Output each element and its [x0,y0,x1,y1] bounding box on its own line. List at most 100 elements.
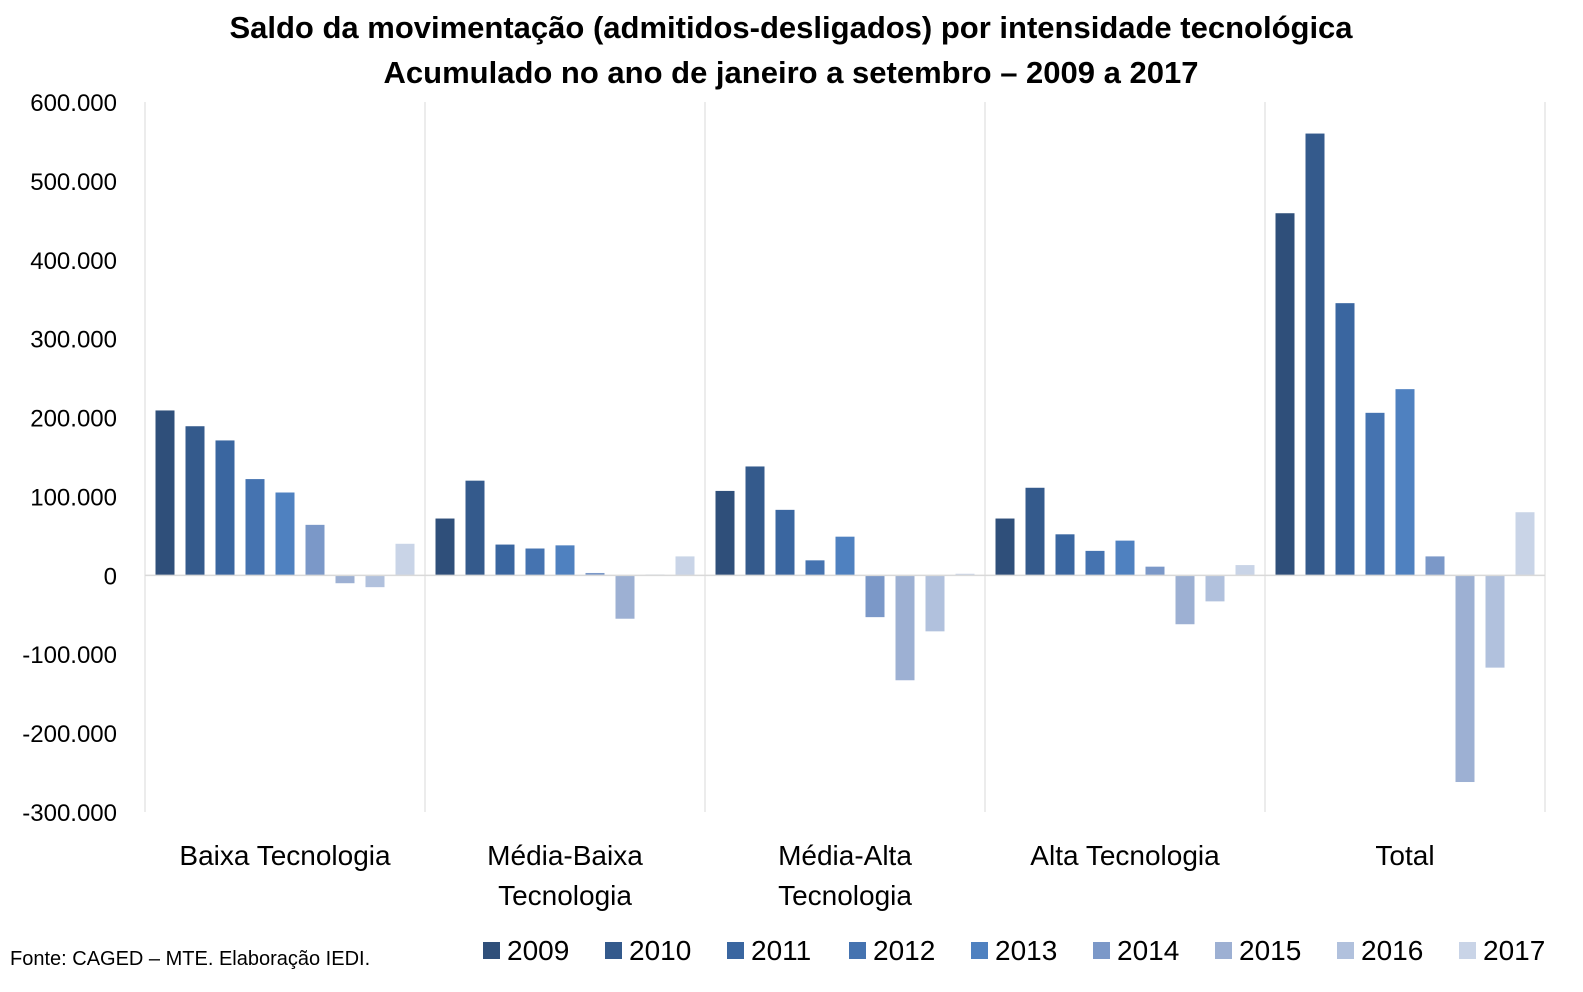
series-2017 [395,512,1535,576]
x-category-label: Média-Alta [778,840,912,871]
legend-label: 2012 [873,935,935,966]
series-2011 [215,303,1355,576]
x-category-label: Tecnologia [498,880,632,911]
series-2016 [365,574,1505,668]
legend-label: 2013 [995,935,1057,966]
legend-item-2016: 2016 [1337,935,1423,966]
series-2015 [335,575,1475,783]
y-tick-label: -300.000 [22,800,117,827]
source-note: Fonte: CAGED – MTE. Elaboração IEDI. [10,948,370,970]
bar-2009-cat-1 [435,518,455,576]
x-category-label: Total [1375,840,1434,871]
legend-label: 2010 [629,935,691,966]
legend-swatch [1459,942,1476,959]
bar-2014-cat-1 [585,572,605,576]
bar-2017-cat-0 [395,543,415,576]
y-tick-label: 300.000 [30,327,117,354]
bar-2014-cat-2 [865,575,885,618]
bar-2016-cat-3 [1205,575,1225,602]
bar-2013-cat-2 [835,536,855,576]
series-2014 [305,524,1445,618]
bar-2009-cat-0 [155,410,175,576]
legend-item-2014: 2014 [1093,935,1179,966]
bar-2013-cat-1 [555,545,575,576]
bar-2010-cat-4 [1305,133,1325,576]
legend-item-2011: 2011 [727,935,811,966]
bar-2009-cat-3 [995,518,1015,576]
bar-2015-cat-3 [1175,575,1195,625]
legend-label: 2011 [751,935,811,966]
bar-2012-cat-2 [805,560,825,576]
bar-2011-cat-2 [775,509,795,576]
legend-label: 2014 [1117,935,1179,966]
legend-label: 2016 [1361,935,1423,966]
bar-2017-cat-3 [1235,565,1255,576]
legend-swatch [849,942,866,959]
bar-2014-cat-0 [305,524,325,576]
bar-2012-cat-3 [1085,550,1105,576]
y-tick-label: 500.000 [30,169,117,196]
y-axis: 600.000 500.000 400.000 300.000 200.000 100.0… [22,90,117,827]
bar-2014-cat-3 [1145,566,1165,576]
bar-2010-cat-0 [185,426,205,576]
legend: 2009 2010 2011 2012 2013 2014 2015 2016 2017 [483,935,1545,966]
category-separators [144,102,1546,812]
bar-2009-cat-2 [715,490,735,576]
bar-2017-cat-4 [1515,512,1535,576]
legend-item-2015: 2015 [1215,935,1301,966]
legend-swatch [1337,942,1354,959]
legend-item-2013: 2013 [971,935,1057,966]
legend-swatch [971,942,988,959]
chart-title: Saldo da movimentação (admitidos-desliga… [229,10,1353,45]
legend-swatch [727,942,744,959]
legend-label: 2015 [1239,935,1301,966]
legend-item-2017: 2017 [1459,935,1545,966]
bar-2010-cat-3 [1025,487,1045,576]
x-category-label: Alta Tecnologia [1030,840,1220,871]
bar-2017-cat-2 [955,573,975,576]
bar-2016-cat-2 [925,575,945,632]
bar-2011-cat-3 [1055,534,1075,576]
legend-item-2010: 2010 [605,935,691,966]
series-2013 [275,389,1415,576]
x-axis-labels: Baixa Tecnologia Média-Baixa Tecnologia Méd… [179,840,1434,911]
bar-2013-cat-4 [1395,389,1415,576]
y-tick-label: -200.000 [22,721,117,748]
bar-2012-cat-4 [1365,412,1385,576]
bar-2012-cat-1 [525,548,545,576]
y-tick-label: 100.000 [30,484,117,511]
bar-2012-cat-0 [245,479,265,576]
chart-subtitle: Acumulado no ano de janeiro a setembro –… [384,55,1199,90]
legend-swatch [483,942,500,959]
bar-2011-cat-0 [215,440,235,576]
bar-2014-cat-4 [1425,556,1445,576]
bar-2011-cat-4 [1335,303,1355,576]
x-category-label: Tecnologia [778,880,912,911]
bar-2015-cat-2 [895,575,915,681]
y-tick-label: 600.000 [30,90,117,117]
series-2009 [155,213,1295,576]
bar-2011-cat-1 [495,544,515,576]
legend-label: 2009 [507,935,569,966]
bar-2015-cat-4 [1455,575,1475,783]
bar-2017-cat-1 [675,556,695,576]
y-tick-label: -100.000 [22,642,117,669]
legend-swatch [1215,942,1232,959]
bar-2013-cat-3 [1115,540,1135,576]
legend-swatch [1093,942,1110,959]
bar-2010-cat-1 [465,480,485,576]
bar-2015-cat-1 [615,575,635,619]
y-tick-label: 400.000 [30,248,117,275]
x-category-label: Média-Baixa [487,840,643,871]
bar-2016-cat-4 [1485,575,1505,668]
bar-series-group [155,133,1535,783]
legend-label: 2017 [1483,935,1545,966]
bar-2009-cat-4 [1275,213,1295,576]
y-tick-label: 0 [104,563,117,590]
bar-2010-cat-2 [745,466,765,576]
series-2010 [185,133,1325,576]
legend-swatch [605,942,622,959]
x-category-label: Baixa Tecnologia [179,840,391,871]
